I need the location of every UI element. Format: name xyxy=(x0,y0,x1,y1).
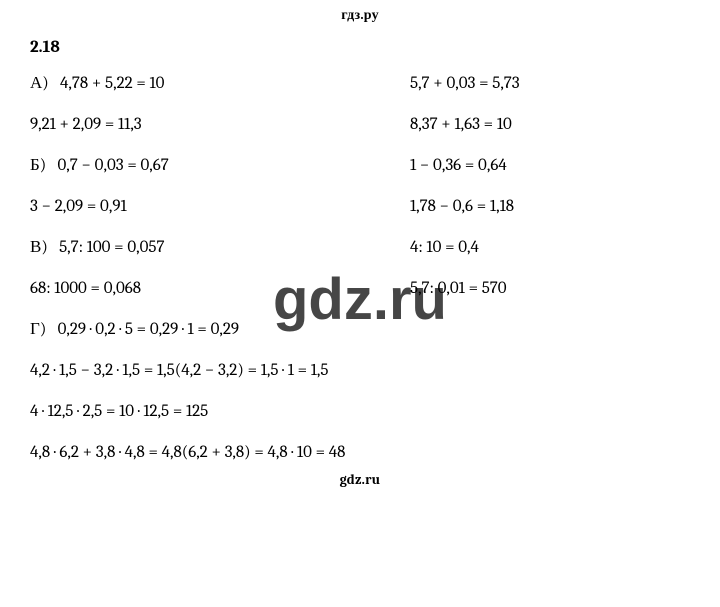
equation-text: 5,7: 0,01 = 570 xyxy=(410,280,690,297)
group-b-row-2: 3 − 2,09 = 0,91 1,78 − 0,6 = 1,18 xyxy=(30,198,690,215)
page-root: гдз.ру 2.18 А) 4,78 + 5,22 = 10 5,7 + 0,… xyxy=(0,0,720,607)
group-a-row-2: 9,21 + 2,09 = 11,3 8,37 + 1,63 = 10 xyxy=(30,116,690,133)
group-g-label: Г) xyxy=(30,320,46,339)
equation-text: 5,7 + 0,03 = 5,73 xyxy=(410,75,690,92)
equation-text: 5,7: 100 = 0,057 xyxy=(59,238,164,257)
equation-text: 4,78 + 5,22 = 10 xyxy=(60,74,164,93)
group-v-row-2: 68: 1000 = 0,068 5,7: 0,01 = 570 xyxy=(30,280,690,297)
group-g-row-2: 4,2 · 1,5 − 3,2 · 1,5 = 1,5(4,2 − 3,2) =… xyxy=(30,362,690,379)
equation-text: 9,21 + 2,09 = 11,3 xyxy=(30,116,410,133)
group-a-row-1: А) 4,78 + 5,22 = 10 5,7 + 0,03 = 5,73 xyxy=(30,75,690,92)
group-g-row-1: Г) 0,29 · 0,2 · 5 = 0,29 · 1 = 0,29 xyxy=(30,321,690,338)
equation-text: 8,37 + 1,63 = 10 xyxy=(410,116,690,133)
equation-text: 1 − 0,36 = 0,64 xyxy=(410,157,690,174)
brand-header: гдз.ру xyxy=(30,0,690,26)
equation-text: 4: 10 = 0,4 xyxy=(410,239,690,256)
group-g-row-4: 4,8 · 6,2 + 3,8 · 4,8 = 4,8(6,2 + 3,8) =… xyxy=(30,444,690,461)
section-number: 2.18 xyxy=(30,38,690,57)
brand-footer: gdz.ru xyxy=(30,461,690,488)
equation-text: 1,78 − 0,6 = 1,18 xyxy=(410,198,690,215)
equation-text: 3 − 2,09 = 0,91 xyxy=(30,198,410,215)
equation-text: 68: 1000 = 0,068 xyxy=(30,280,410,297)
group-b-label: Б) xyxy=(30,156,46,175)
group-v-label: В) xyxy=(30,238,48,257)
group-v-row-1: В) 5,7: 100 = 0,057 4: 10 = 0,4 xyxy=(30,239,690,256)
group-b-row-1: Б) 0,7 − 0,03 = 0,67 1 − 0,36 = 0,64 xyxy=(30,157,690,174)
equation-text: 0,29 · 0,2 · 5 = 0,29 · 1 = 0,29 xyxy=(58,320,239,339)
group-a-label: А) xyxy=(30,74,49,93)
group-g-row-3: 4 · 12,5 · 2,5 = 10 · 12,5 = 125 xyxy=(30,403,690,420)
equation-text: 0,7 − 0,03 = 0,67 xyxy=(58,156,169,175)
